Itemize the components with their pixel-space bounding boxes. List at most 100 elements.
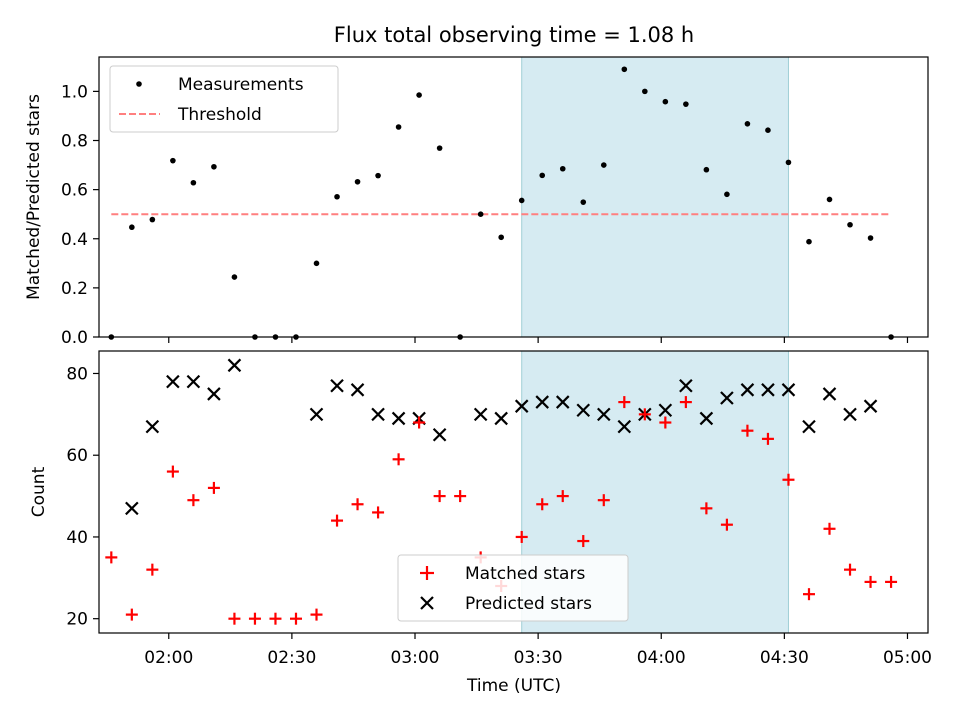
legend-predicted-marker <box>420 596 434 610</box>
measurement-point <box>847 221 853 228</box>
matched-star-point <box>269 612 282 625</box>
legend-measurements-marker <box>136 81 142 87</box>
matched-star-point <box>679 396 692 409</box>
matched-star-point <box>331 514 344 527</box>
matched-star-point <box>761 432 774 445</box>
bottom-x-ticks: 02:00 02:30 03:00 03:30 04:00 04:30 05:00 <box>144 633 932 668</box>
measurement-point <box>662 98 669 105</box>
measurement-point <box>806 238 812 245</box>
predicted-star-point <box>576 403 591 418</box>
matched-star-point <box>864 575 877 588</box>
matched-star-point <box>105 551 118 564</box>
predicted-star-point <box>309 407 324 422</box>
legend-predicted-label: Predicted stars <box>465 594 592 614</box>
matched-star-point <box>289 612 302 625</box>
predicted-points <box>125 358 878 516</box>
predicted-star-point <box>658 403 673 418</box>
measurement-point <box>190 179 197 186</box>
predicted-star-point <box>781 383 796 397</box>
chart-title: Flux total observing time = 1.08 h <box>334 23 694 47</box>
bottom-legend-box <box>397 554 629 622</box>
matched-star-point <box>515 530 528 543</box>
predicted-star-point <box>843 407 857 422</box>
matched-star-point <box>577 535 590 548</box>
top-axes-frame <box>98 56 929 338</box>
matched-star-point <box>454 490 467 503</box>
matched-star-point <box>638 408 651 421</box>
top-y-tick-label: 0.2 <box>61 279 88 299</box>
measurement-point <box>703 166 710 173</box>
top-y-tick-label: 0.0 <box>61 328 88 348</box>
matched-star-point <box>823 522 836 535</box>
measurement-point <box>724 191 730 198</box>
predicted-star-point <box>699 411 714 426</box>
predicted-star-point <box>535 395 550 409</box>
bottom-y-ticks: 20 40 60 80 <box>66 364 99 630</box>
top-y-axis-label: Matched/Predicted stars <box>24 94 44 300</box>
x-axis-label: Time (UTC) <box>466 676 561 696</box>
matched-star-point <box>720 518 733 531</box>
predicted-star-point <box>186 374 201 389</box>
predicted-star-point <box>166 374 180 389</box>
measurement-point <box>642 88 648 95</box>
x-tick-label: 04:00 <box>637 648 686 668</box>
matched-star-point <box>700 502 713 515</box>
matched-star-point <box>433 490 446 503</box>
measurement-point <box>395 124 402 130</box>
matched-star-point <box>597 494 610 507</box>
matched-star-point <box>659 416 672 429</box>
predicted-star-point <box>740 383 755 397</box>
predicted-star-point <box>432 428 447 442</box>
measurement-point <box>539 172 546 179</box>
measurement-point <box>375 172 381 179</box>
matched-star-point <box>351 498 364 511</box>
predicted-star-point <box>125 501 139 516</box>
top-shaded-interval <box>521 56 789 338</box>
predicted-star-point <box>207 387 221 401</box>
bottom-y-tick-label: 80 <box>66 364 88 384</box>
predicted-star-point <box>617 419 632 434</box>
top-legend: Measurements Threshold <box>109 65 339 133</box>
matched-star-point <box>802 588 815 601</box>
x-tick-label: 02:30 <box>267 648 316 668</box>
top-y-tick-label: 1.0 <box>61 82 88 102</box>
top-legend-box <box>109 65 339 133</box>
measurement-point <box>498 234 504 241</box>
measurement-point <box>826 196 833 203</box>
matched-star-point <box>372 506 385 519</box>
predicted-star-point <box>822 387 837 401</box>
bottom-axes-frame <box>98 350 929 634</box>
x-tick-label: 05:00 <box>883 648 932 668</box>
predicted-star-point <box>473 407 488 422</box>
predicted-star-point <box>597 407 611 422</box>
measurement-point <box>785 159 792 166</box>
predicted-star-point <box>227 358 242 373</box>
bottom-y-tick-label: 60 <box>66 446 88 466</box>
measurement-point <box>170 157 176 164</box>
measurement-point <box>313 260 320 267</box>
predicted-star-point <box>555 395 570 409</box>
measurement-point <box>621 66 628 73</box>
measurement-point <box>683 101 689 107</box>
bottom-y-axis-label: Count <box>29 466 49 517</box>
predicted-star-point <box>494 411 508 426</box>
predicted-star-point <box>330 378 344 393</box>
bottom-legend: Matched stars Predicted stars <box>397 554 629 622</box>
predicted-star-point <box>145 419 160 434</box>
measurement-point <box>354 178 361 185</box>
measurement-point <box>334 193 340 200</box>
matched-star-point <box>146 563 159 576</box>
predicted-star-point <box>802 419 816 434</box>
matched-star-point <box>782 473 795 486</box>
matched-star-point <box>618 396 631 409</box>
matched-star-point <box>166 465 179 478</box>
measurement-point <box>765 127 771 133</box>
matched-star-point <box>844 563 857 576</box>
matched-star-point <box>741 424 754 437</box>
top-y-tick-label: 0.4 <box>61 230 88 250</box>
top-y-tick-label: 0.6 <box>61 181 88 201</box>
measurement-point <box>436 145 443 151</box>
matched-star-point <box>228 612 241 625</box>
matched-star-point <box>413 416 426 429</box>
